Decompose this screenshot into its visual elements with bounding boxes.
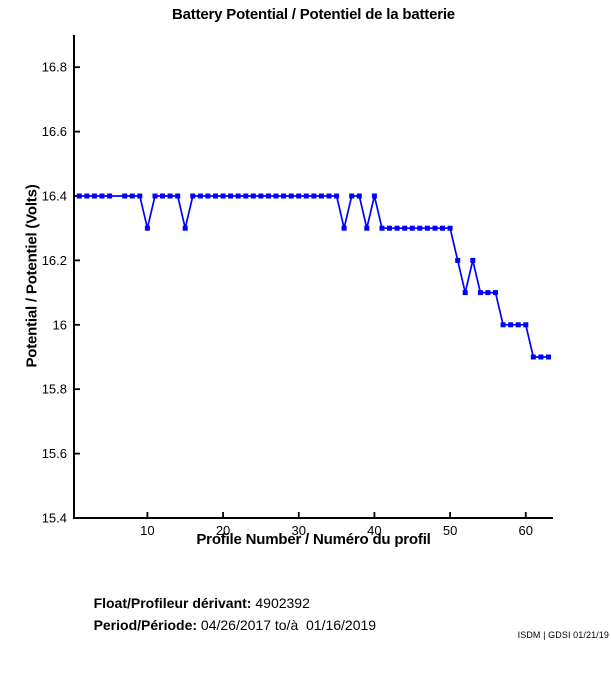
y-tick-label: 16.2 bbox=[42, 253, 67, 268]
data-point-marker bbox=[235, 193, 241, 199]
data-point-marker bbox=[266, 193, 271, 199]
data-point-marker bbox=[318, 193, 324, 199]
data-point-marker bbox=[394, 225, 400, 231]
data-point-marker bbox=[220, 193, 226, 199]
data-point-marker bbox=[258, 193, 264, 199]
data-point-marker bbox=[432, 225, 438, 231]
data-point-marker bbox=[364, 225, 370, 231]
period-label: Period/Période: bbox=[93, 617, 198, 633]
data-point-marker bbox=[409, 225, 415, 231]
battery-potential-line bbox=[79, 195, 549, 358]
y-tick-label: 15.8 bbox=[42, 382, 67, 397]
data-point-marker bbox=[477, 290, 483, 296]
chart-title: Battery Potential / Potentiel de la batt… bbox=[172, 6, 455, 23]
data-point-marker bbox=[485, 290, 491, 296]
data-point-marker bbox=[523, 322, 529, 328]
data-point-marker bbox=[515, 322, 521, 328]
data-point-marker bbox=[84, 193, 90, 199]
data-point-marker bbox=[417, 225, 423, 231]
period-line: Period/Période: 04/26/2017 to/à 01/16/20… bbox=[78, 601, 377, 649]
data-point-marker bbox=[546, 354, 551, 360]
data-point-marker bbox=[197, 193, 203, 199]
data-point-marker bbox=[349, 193, 355, 199]
y-tick-label: 15.6 bbox=[42, 446, 67, 461]
data-point-marker bbox=[447, 225, 453, 231]
data-point-marker bbox=[152, 193, 158, 199]
y-axis-ticks: 15.4 15.6 15.8 16 16.2 16.4 16.6 16.8 bbox=[42, 60, 80, 526]
data-point-marker bbox=[175, 193, 181, 199]
data-point-marker bbox=[500, 322, 506, 328]
data-point-marker bbox=[455, 257, 461, 263]
data-point-marker bbox=[129, 193, 135, 199]
x-tick-label: 50 bbox=[443, 523, 457, 538]
x-axis-label: Profile Number / Numéro du profil bbox=[196, 531, 431, 548]
data-point-marker bbox=[538, 354, 544, 360]
data-point-marker bbox=[493, 290, 498, 296]
data-point-marker bbox=[213, 193, 218, 199]
data-point-marker bbox=[356, 193, 362, 199]
data-point-marker bbox=[424, 225, 430, 231]
data-point-marker bbox=[334, 193, 340, 199]
data-point-marker bbox=[281, 193, 287, 199]
data-point-marker bbox=[190, 193, 196, 199]
data-point-marker bbox=[122, 193, 128, 199]
data-point-marker bbox=[303, 193, 309, 199]
data-point-marker bbox=[144, 225, 150, 231]
data-point-marker bbox=[326, 193, 332, 199]
data-point-marker bbox=[137, 193, 143, 199]
data-point-marker bbox=[462, 290, 468, 296]
y-tick-label: 16.6 bbox=[42, 124, 67, 139]
data-point-marker bbox=[107, 193, 113, 199]
axis-spines bbox=[73, 35, 553, 519]
x-tick-label: 20 bbox=[216, 523, 230, 538]
agency-credit: ISDM | GDSI 01/21/19 bbox=[517, 630, 609, 640]
data-point-marker bbox=[296, 193, 302, 199]
data-point-marker bbox=[182, 225, 188, 231]
y-tick-label: 16.8 bbox=[42, 60, 67, 75]
data-point-marker bbox=[387, 225, 392, 231]
data-point-marker bbox=[341, 225, 347, 231]
data-point-marker bbox=[228, 193, 234, 199]
x-axis-ticks: 10 20 30 40 50 60 bbox=[140, 512, 533, 538]
data-point-marker bbox=[273, 193, 279, 199]
data-point-marker bbox=[530, 354, 536, 360]
x-tick-label: 30 bbox=[292, 523, 306, 538]
x-tick-label: 60 bbox=[519, 523, 533, 538]
data-point-marker bbox=[402, 225, 408, 231]
data-point-marker bbox=[250, 193, 256, 199]
data-point-marker bbox=[311, 193, 317, 199]
data-point-marker bbox=[99, 193, 105, 199]
float-id-line: Float/Profileur dérivant: 4902392 bbox=[78, 579, 310, 627]
float-id-label: Float/Profileur dérivant: bbox=[93, 595, 252, 611]
data-point-marker bbox=[167, 193, 173, 199]
data-point-marker bbox=[440, 225, 445, 231]
data-point-marker bbox=[371, 193, 377, 199]
data-point-marker bbox=[91, 193, 97, 199]
data-markers bbox=[76, 193, 551, 360]
y-tick-label: 16.4 bbox=[42, 189, 67, 204]
data-point-marker bbox=[379, 225, 385, 231]
y-tick-label: 15.4 bbox=[42, 511, 67, 526]
data-point-marker bbox=[160, 193, 165, 199]
data-point-marker bbox=[288, 193, 294, 199]
data-point-marker bbox=[76, 193, 82, 199]
data-point-marker bbox=[470, 257, 476, 263]
data-point-marker bbox=[205, 193, 211, 199]
x-tick-label: 10 bbox=[140, 523, 154, 538]
data-point-marker bbox=[243, 193, 249, 199]
float-id-value: 4902392 bbox=[251, 595, 310, 611]
data-point-marker bbox=[508, 322, 514, 328]
y-tick-label: 16 bbox=[53, 317, 67, 332]
x-tick-label: 40 bbox=[367, 523, 381, 538]
period-value: 04/26/2017 to/à 01/16/2019 bbox=[197, 617, 377, 633]
